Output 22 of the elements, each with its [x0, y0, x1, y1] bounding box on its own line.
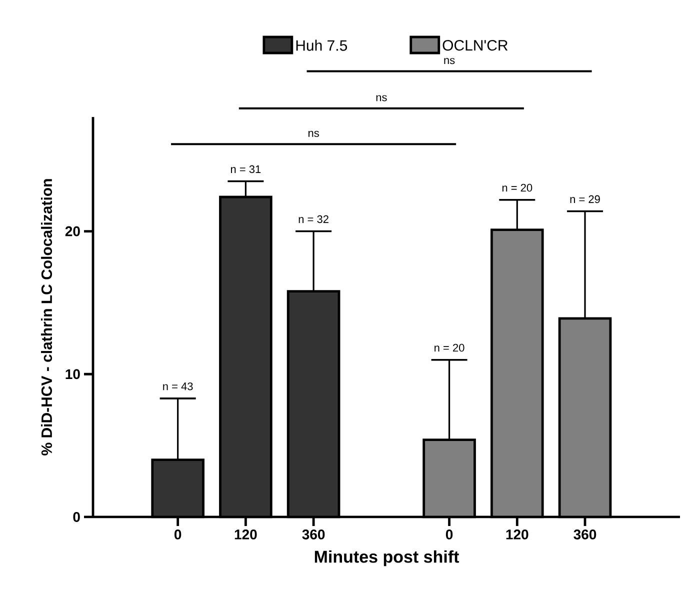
x-tick-label: 360 [302, 530, 325, 540]
x-tick-label: 0 [174, 530, 182, 540]
x-tick-label: 0 [446, 530, 453, 540]
y-tick-label: 0 [73, 512, 80, 522]
y-axis-title: % DiD-HCV - clathrin LC Colocalization [41, 179, 52, 456]
legend-label: OCLN'CR [442, 40, 508, 51]
x-tick-label: 120 [234, 530, 257, 540]
annotation: ns [308, 130, 319, 137]
x-tick-label: 120 [506, 530, 528, 540]
annotation: n = 20 [434, 344, 464, 352]
x-tick-label: 360 [574, 530, 596, 540]
text: ns [376, 95, 387, 102]
annotation: n = 31 [230, 165, 261, 174]
y-tick-label: 10 [66, 369, 80, 380]
y-tick-label: 20 [65, 226, 80, 236]
annotation: n = 32 [298, 215, 328, 224]
annotation: n = 29 [570, 195, 600, 204]
text: ns [444, 58, 455, 64]
annotation: n = 43 [163, 382, 193, 390]
annotation: n = 20 [502, 184, 532, 192]
x-axis-title: Minutes post shift [314, 550, 460, 566]
legend-label: Huh 7.5 [296, 40, 348, 51]
